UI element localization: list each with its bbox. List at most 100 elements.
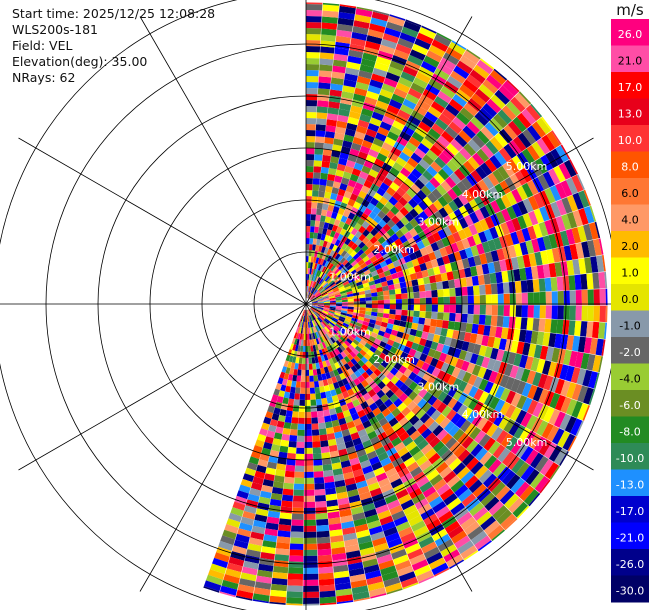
range-gate bbox=[407, 298, 414, 305]
range-gate bbox=[319, 279, 325, 286]
range-gate bbox=[506, 205, 517, 220]
range-gate bbox=[346, 401, 355, 410]
range-gate bbox=[392, 324, 400, 331]
range-gate bbox=[477, 324, 485, 335]
range-ring-label: 2.00km bbox=[373, 353, 415, 366]
range-gate bbox=[312, 268, 316, 276]
range-gate bbox=[437, 289, 444, 298]
range-gate bbox=[303, 573, 319, 580]
range-gate bbox=[311, 300, 318, 303]
range-gate bbox=[345, 483, 358, 492]
range-gate bbox=[381, 348, 390, 356]
range-gate bbox=[276, 542, 290, 550]
range-gate bbox=[291, 380, 297, 388]
range-gate bbox=[377, 372, 386, 381]
range-gate bbox=[291, 337, 296, 345]
range-gate bbox=[409, 228, 418, 238]
range-gate bbox=[362, 52, 378, 62]
range-gate bbox=[316, 530, 330, 538]
range-gate bbox=[379, 352, 387, 360]
range-gate bbox=[298, 417, 305, 424]
range-gate bbox=[324, 216, 331, 224]
range-gate bbox=[300, 327, 303, 334]
range-gate bbox=[281, 494, 293, 502]
range-gate bbox=[493, 260, 502, 273]
range-gate bbox=[375, 201, 385, 211]
range-gate bbox=[440, 85, 456, 99]
range-gate bbox=[239, 578, 256, 588]
range-gate bbox=[309, 369, 314, 376]
range-gate bbox=[310, 274, 313, 281]
range-gate bbox=[332, 326, 339, 333]
range-gate bbox=[315, 283, 320, 290]
range-gate bbox=[334, 310, 341, 315]
range-gate bbox=[564, 416, 577, 433]
range-gate bbox=[500, 194, 512, 209]
range-gate bbox=[435, 413, 446, 425]
range-gate bbox=[325, 185, 333, 193]
range-gate bbox=[588, 222, 599, 240]
range-gate bbox=[242, 510, 256, 520]
range-gate bbox=[391, 548, 407, 560]
range-gate bbox=[311, 306, 318, 310]
range-gate bbox=[374, 349, 382, 357]
range-gate bbox=[349, 457, 360, 466]
range-gate bbox=[563, 349, 572, 366]
range-gate bbox=[333, 59, 347, 68]
range-gate bbox=[422, 88, 437, 101]
range-gate bbox=[586, 354, 596, 371]
range-gate bbox=[273, 388, 280, 396]
range-gate bbox=[411, 559, 429, 571]
range-gate bbox=[323, 340, 329, 348]
range-gate bbox=[299, 315, 303, 322]
range-gate bbox=[511, 458, 525, 474]
range-gate bbox=[319, 584, 336, 592]
range-gate bbox=[296, 447, 305, 454]
range-gate bbox=[433, 350, 442, 360]
range-gate bbox=[287, 398, 295, 406]
range-gate bbox=[338, 263, 345, 271]
range-gate bbox=[366, 450, 378, 460]
range-gate bbox=[473, 64, 490, 79]
range-gate bbox=[250, 531, 265, 541]
range-gate bbox=[347, 298, 354, 302]
range-gate bbox=[324, 347, 329, 355]
range-gate bbox=[419, 338, 427, 347]
range-gate bbox=[348, 494, 361, 504]
range-gate bbox=[298, 405, 305, 412]
range-gate bbox=[308, 315, 311, 322]
range-gate bbox=[333, 260, 340, 267]
range-gate bbox=[536, 117, 551, 135]
range-gate bbox=[307, 286, 309, 293]
range-gate bbox=[383, 269, 391, 277]
range-gate bbox=[291, 513, 304, 520]
range-gate bbox=[448, 212, 459, 223]
range-gate bbox=[315, 244, 320, 252]
range-gate bbox=[347, 198, 356, 207]
range-gate bbox=[292, 344, 297, 351]
range-gate bbox=[419, 459, 432, 472]
range-gate bbox=[369, 319, 377, 325]
range-gate bbox=[487, 262, 496, 274]
range-gate bbox=[479, 451, 493, 466]
range-gate bbox=[318, 76, 332, 84]
range-gate bbox=[326, 248, 332, 256]
range-gate bbox=[357, 428, 368, 438]
range-gate bbox=[354, 362, 362, 370]
range-gate bbox=[244, 554, 260, 564]
range-gate bbox=[545, 291, 552, 305]
colorbar-swatch bbox=[611, 469, 649, 497]
range-gate bbox=[315, 136, 325, 143]
range-gate bbox=[293, 495, 304, 502]
range-gate bbox=[360, 185, 370, 194]
range-gate bbox=[340, 351, 347, 359]
range-gate bbox=[319, 221, 325, 228]
range-gate bbox=[399, 206, 409, 217]
range-gate bbox=[392, 277, 400, 285]
colorbar-tick-label: 0.0 bbox=[621, 293, 639, 306]
range-gate bbox=[277, 377, 284, 385]
range-gate bbox=[248, 456, 260, 465]
range-gate bbox=[386, 279, 394, 286]
range-gate bbox=[438, 264, 447, 274]
range-gate bbox=[379, 88, 394, 99]
